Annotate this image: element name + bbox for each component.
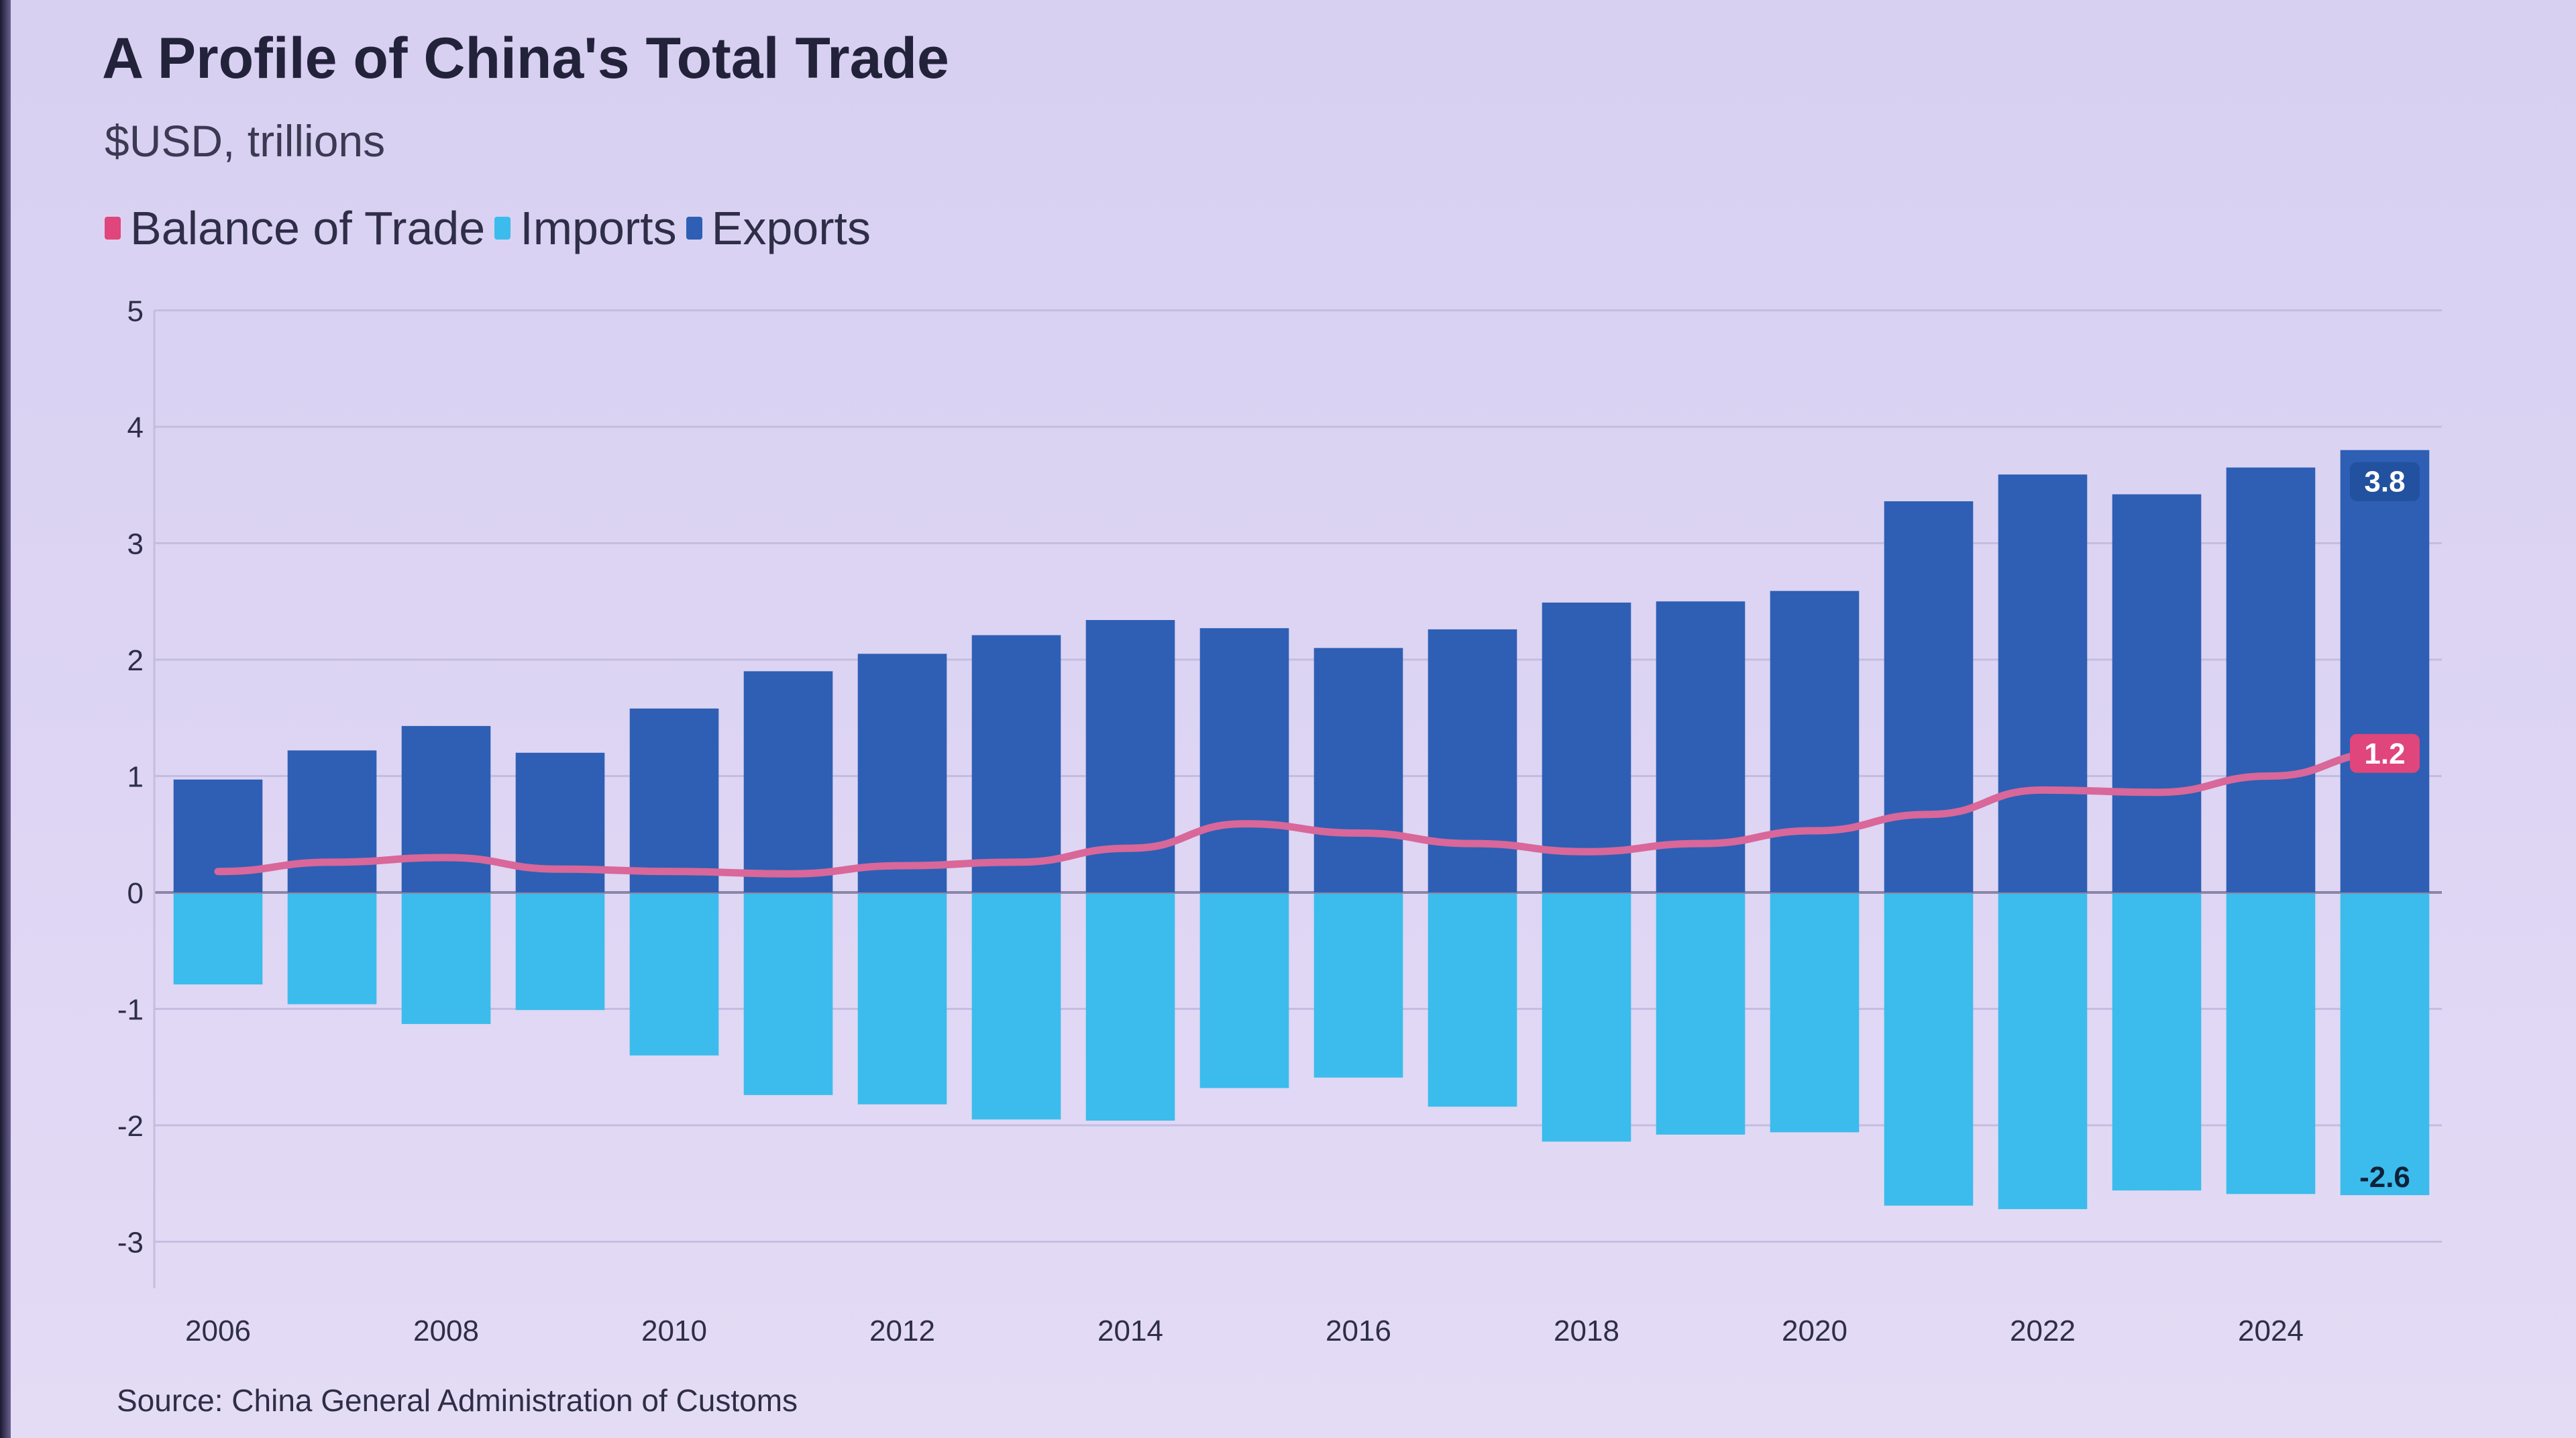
chart-legend: Balance of Trade Imports Exports xyxy=(105,201,880,255)
y-tick-label: 5 xyxy=(127,295,144,328)
y-tick-label: 2 xyxy=(127,644,144,677)
x-tick-label: 2010 xyxy=(641,1315,707,1347)
export-bar xyxy=(173,779,263,892)
export-bar xyxy=(287,750,377,892)
import-bar xyxy=(1313,894,1403,1078)
legend-label-exports: Exports xyxy=(711,202,871,254)
data-labels: 3.8 1.2 -2.6 xyxy=(2350,462,2420,1194)
data-label-balance-of-trade: 1.2 xyxy=(2364,737,2405,770)
x-tick-label: 2024 xyxy=(2238,1315,2304,1347)
x-tick-label: 2008 xyxy=(413,1315,479,1347)
data-label-imports: -2.6 xyxy=(2359,1161,2410,1194)
import-bar xyxy=(401,894,491,1025)
import-bar xyxy=(971,894,1061,1120)
import-bar xyxy=(1998,894,2088,1209)
chart-subtitle: $USD, trillions xyxy=(105,116,386,166)
screen-edge xyxy=(0,0,11,1438)
export-bar xyxy=(1428,629,1517,892)
x-tick-label: 2020 xyxy=(1782,1315,1847,1347)
x-tick-label: 2014 xyxy=(1097,1315,1163,1347)
legend-item-exports: Exports xyxy=(686,201,871,255)
gridlines xyxy=(153,309,2442,1288)
import-bar xyxy=(173,894,263,985)
data-label-bg xyxy=(2350,733,2420,773)
x-tick-label: 2022 xyxy=(2010,1315,2076,1347)
export-bar xyxy=(1199,628,1289,892)
export-bar xyxy=(1313,648,1403,892)
legend-item-imports: Imports xyxy=(494,201,677,255)
data-label-exports: 3.8 xyxy=(2364,466,2405,499)
tick-labels: 5 4 3 2 1 0 -1 -2 -3 2006 2008 2010 2012 2014 2016 2018… xyxy=(117,295,2304,1348)
import-bar xyxy=(1428,894,1517,1107)
export-bar xyxy=(629,708,719,892)
legend-swatch-balance xyxy=(105,217,121,240)
balance-line xyxy=(214,749,2389,878)
export-bar xyxy=(401,725,491,892)
export-bar xyxy=(1542,602,1631,892)
import-bar xyxy=(287,894,377,1005)
import-bar xyxy=(1542,894,1631,1142)
legend-label-imports: Imports xyxy=(520,202,677,254)
y-tick-label: 0 xyxy=(127,877,144,910)
export-bar xyxy=(2340,450,2430,892)
legend-swatch-imports xyxy=(494,217,511,240)
export-bar xyxy=(1770,590,1860,892)
import-bar xyxy=(1199,894,1289,1088)
import-bar xyxy=(2112,894,2202,1191)
y-tick-label: -2 xyxy=(117,1110,144,1143)
import-bar xyxy=(2226,894,2316,1194)
import-bar xyxy=(1656,894,1746,1135)
chart-title: A Profile of China's Total Trade xyxy=(102,26,949,91)
import-bar xyxy=(629,894,719,1056)
import-bar xyxy=(2340,894,2430,1196)
legend-label-balance: Balance of Trade xyxy=(130,202,486,254)
source-note: Source: China General Administration of … xyxy=(117,1383,798,1418)
export-bar xyxy=(743,671,833,892)
export-bar xyxy=(1656,601,1746,892)
export-bar xyxy=(971,635,1061,892)
import-bar xyxy=(857,894,947,1105)
data-label-bg xyxy=(2350,462,2420,501)
import-bar xyxy=(1770,894,1860,1133)
export-bar xyxy=(2112,494,2202,892)
x-tick-label: 2012 xyxy=(869,1315,935,1347)
export-bar xyxy=(1998,474,2088,892)
x-tick-label: 2006 xyxy=(185,1315,251,1347)
x-tick-label: 2016 xyxy=(1326,1315,1391,1347)
legend-swatch-exports xyxy=(686,217,702,240)
export-bar xyxy=(1884,501,1974,892)
x-tick-label: 2018 xyxy=(1554,1315,1619,1347)
y-tick-label: 3 xyxy=(127,528,144,561)
export-bar xyxy=(2226,467,2316,892)
y-tick-label: 4 xyxy=(127,411,144,444)
bars xyxy=(173,450,2430,1209)
import-bar xyxy=(743,894,833,1095)
import-bar xyxy=(515,894,605,1011)
balance-line-layer xyxy=(214,749,2389,878)
y-tick-label: -1 xyxy=(117,994,144,1027)
y-tick-label: -3 xyxy=(117,1227,144,1260)
import-bar xyxy=(1884,894,1974,1206)
export-bar xyxy=(857,654,947,892)
legend-item-balance: Balance of Trade xyxy=(105,201,485,255)
import-bar xyxy=(1085,894,1175,1121)
y-tick-label: 1 xyxy=(127,761,144,794)
